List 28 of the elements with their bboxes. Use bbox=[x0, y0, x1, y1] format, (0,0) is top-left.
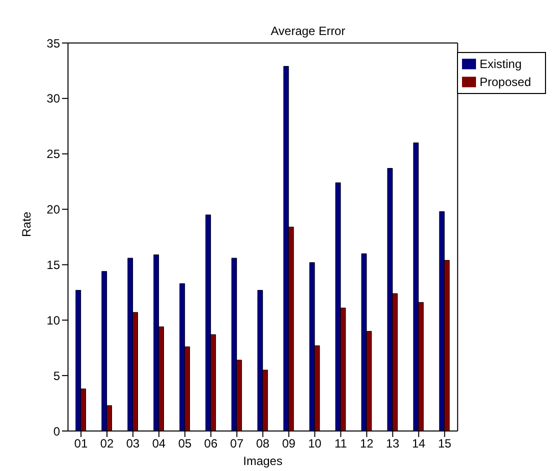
y-tick-label: 5 bbox=[53, 368, 60, 383]
x-tick-label: 08 bbox=[256, 436, 270, 451]
y-tick-label: 20 bbox=[46, 202, 60, 217]
x-tick-label: 14 bbox=[412, 436, 426, 451]
y-tick-label: 25 bbox=[46, 147, 60, 162]
x-tick-label: 13 bbox=[386, 436, 400, 451]
x-tick-label: 04 bbox=[152, 436, 166, 451]
x-tick-label: 10 bbox=[308, 436, 322, 451]
y-axis-title: Rate bbox=[19, 211, 34, 237]
y-tick-label: 35 bbox=[46, 36, 60, 50]
y-tick-label: 30 bbox=[46, 92, 60, 106]
x-tick-label: 01 bbox=[74, 436, 88, 451]
x-tick-label: 07 bbox=[230, 436, 244, 451]
x-tick-label: 06 bbox=[204, 436, 218, 451]
x-tick-label: 03 bbox=[126, 436, 140, 451]
y-tick-label: 10 bbox=[46, 313, 60, 328]
legend-label: Proposed bbox=[480, 75, 531, 89]
y-tick-label: 15 bbox=[46, 258, 60, 272]
x-tick-label: 12 bbox=[360, 436, 374, 451]
x-axis-title: Images bbox=[243, 454, 282, 468]
chart-title: Average Error bbox=[270, 24, 346, 38]
x-tick-label: 09 bbox=[282, 436, 296, 451]
y-tick-label: 0 bbox=[53, 424, 60, 438]
x-tick-label: 02 bbox=[100, 436, 114, 451]
legend-label: Existing bbox=[480, 57, 522, 71]
x-tick-label: 11 bbox=[334, 436, 348, 451]
x-tick-label: 05 bbox=[178, 436, 192, 451]
x-tick-label: 15 bbox=[438, 436, 452, 451]
